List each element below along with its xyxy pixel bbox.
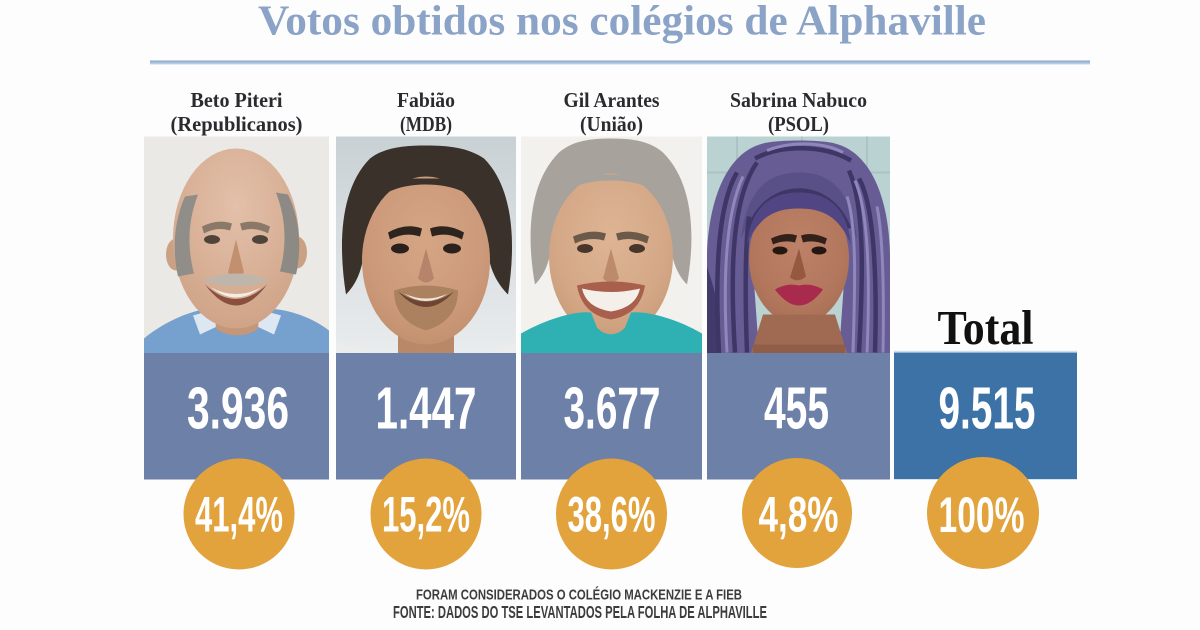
svg-text:(União): (União)	[580, 112, 643, 136]
svg-text:(PSOL): (PSOL)	[768, 112, 829, 136]
svg-text:(Republicanos): (Republicanos)	[171, 112, 303, 136]
svg-text:41,4%: 41,4%	[195, 487, 283, 543]
svg-text:455: 455	[764, 376, 829, 442]
svg-text:3.677: 3.677	[564, 376, 661, 442]
svg-text:15,2%: 15,2%	[382, 487, 470, 543]
svg-text:38,6%: 38,6%	[568, 487, 656, 543]
svg-text:Beto Piteri: Beto Piteri	[191, 88, 283, 112]
svg-text:Total: Total	[938, 300, 1034, 355]
svg-text:3.936: 3.936	[187, 376, 289, 442]
svg-text:Gil Arantes: Gil Arantes	[564, 88, 660, 112]
svg-text:100%: 100%	[939, 487, 1025, 543]
svg-text:1.447: 1.447	[376, 376, 477, 442]
svg-text:(MDB): (MDB)	[400, 112, 452, 136]
svg-text:Sabrina Nabuco: Sabrina Nabuco	[730, 88, 867, 112]
svg-text:FONTE: DADOS DO TSE LEVANTADOS: FONTE: DADOS DO TSE LEVANTADOS PELA FOLH…	[393, 602, 767, 622]
svg-text:Votos obtidos nos colégios de: Votos obtidos nos colégios de Alphaville	[258, 0, 986, 45]
svg-text:Fabião: Fabião	[397, 88, 455, 112]
svg-text:4,8%: 4,8%	[759, 487, 839, 543]
svg-text:9.515: 9.515	[939, 376, 1036, 442]
svg-text:FORAM CONSIDERADOS O COLÉGIO M: FORAM CONSIDERADOS O COLÉGIO MACKENZIE E…	[416, 587, 742, 604]
